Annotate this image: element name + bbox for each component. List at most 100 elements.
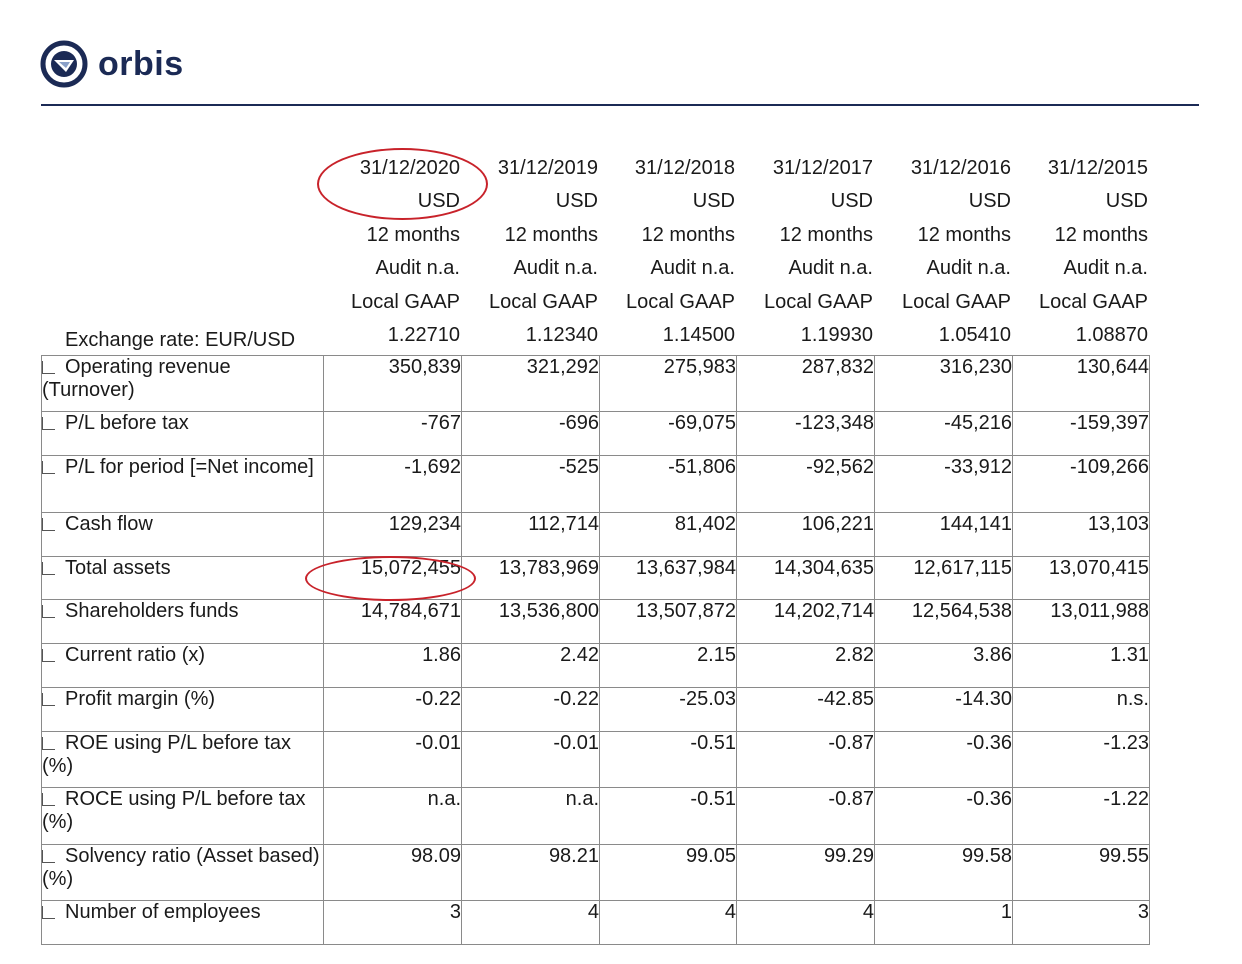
table-row: Current ratio (x) 1.86 2.42 2.15 2.82 3.… (41, 643, 1150, 688)
cell-value: 99.58 (874, 844, 1013, 901)
header-currency: USD (555, 190, 598, 212)
header-exchange-rate: 1.14500 (662, 324, 735, 346)
table-row: Profit margin (%) -0.22 -0.22 -25.03 -42… (41, 687, 1150, 732)
sub-item-corner-icon (42, 605, 55, 618)
cell-value: -0.87 (736, 787, 875, 845)
cell-value: 275,983 (599, 355, 737, 412)
cell-value: -42.85 (736, 687, 875, 732)
cell-value: 14,304,635 (736, 556, 875, 600)
row-label: P/L before tax (41, 411, 324, 456)
cell-value: -1,692 (323, 455, 462, 513)
sub-item-corner-icon (42, 793, 55, 806)
cell-value: -51,806 (599, 455, 737, 513)
cell-value: 13,011,988 (1012, 599, 1150, 644)
cell-value: -696 (461, 411, 600, 456)
header-accounting: Local GAAP (489, 291, 598, 313)
header-period: 12 months (366, 224, 460, 246)
cell-value: -14.30 (874, 687, 1013, 732)
row-label: P/L for period [=Net income] (41, 455, 324, 513)
row-label: Solvency ratio (Asset based) (%) (41, 844, 324, 901)
cell-value: 12,617,115 (874, 556, 1013, 600)
sub-item-corner-icon (42, 693, 55, 706)
table-row: ROE using P/L before tax (%) -0.01 -0.01… (41, 731, 1150, 788)
cell-value: n.s. (1012, 687, 1150, 732)
header-divider (41, 104, 1199, 106)
cell-value: n.a. (323, 787, 462, 845)
cell-value: 12,564,538 (874, 599, 1013, 644)
cell-value: 287,832 (736, 355, 875, 412)
sub-item-corner-icon (42, 649, 55, 662)
header-accounting: Local GAAP (902, 291, 1011, 313)
cell-value: 13,536,800 (461, 599, 600, 644)
table-row: Cash flow 129,234 112,714 81,402 106,221… (41, 512, 1150, 557)
brand-name: orbis (98, 44, 184, 83)
header-exchange-rate: 1.08870 (1075, 324, 1148, 346)
row-label: Current ratio (x) (41, 643, 324, 688)
header-audit: Audit n.a. (1063, 257, 1148, 279)
row-label: Cash flow (41, 512, 324, 557)
row-label: Total assets (41, 556, 324, 600)
exchange-rate-label: Exchange rate: EUR/USD (65, 329, 296, 351)
cell-value: 1.31 (1012, 643, 1150, 688)
cell-value: -25.03 (599, 687, 737, 732)
sub-item-corner-icon (42, 361, 55, 374)
cell-value: 3 (323, 900, 462, 945)
table-row: P/L for period [=Net income] -1,692 -525… (41, 455, 1150, 513)
header-exchange-rate: 1.22710 (387, 324, 460, 346)
cell-value: -0.22 (323, 687, 462, 732)
header-accounting: Local GAAP (764, 291, 873, 313)
cell-value: 13,103 (1012, 512, 1150, 557)
cell-value: -0.51 (599, 731, 737, 788)
header-currency: USD (1105, 190, 1148, 212)
cell-value: 14,784,671 (323, 599, 462, 644)
header-currency: USD (968, 190, 1011, 212)
cell-value: 106,221 (736, 512, 875, 557)
cell-value: -123,348 (736, 411, 875, 456)
header-audit: Audit n.a. (650, 257, 735, 279)
header-exchange-rate: 1.12340 (525, 324, 598, 346)
row-label: ROCE using P/L before tax (%) (41, 787, 324, 845)
table-row: ROCE using P/L before tax (%) n.a. n.a. … (41, 787, 1150, 845)
cell-value: 99.55 (1012, 844, 1150, 901)
cell-value: 3 (1012, 900, 1150, 945)
sub-item-corner-icon (42, 737, 55, 750)
cell-value: 1 (874, 900, 1013, 945)
cell-value: 321,292 (461, 355, 600, 412)
header-period: 12 months (917, 224, 1011, 246)
header-audit: Audit n.a. (926, 257, 1011, 279)
cell-value: -0.01 (461, 731, 600, 788)
header-accounting: Local GAAP (1039, 291, 1148, 313)
cell-value: 13,783,969 (461, 556, 600, 600)
cell-value: -0.87 (736, 731, 875, 788)
cell-value: -33,912 (874, 455, 1013, 513)
annotation-ellipse-total-assets (305, 556, 476, 601)
cell-value: -0.22 (461, 687, 600, 732)
table-row: P/L before tax -767 -696 -69,075 -123,34… (41, 411, 1150, 456)
header-period: 12 months (641, 224, 735, 246)
cell-value: -69,075 (599, 411, 737, 456)
cell-value: 130,644 (1012, 355, 1150, 412)
cell-value: 3.86 (874, 643, 1013, 688)
header-audit: Audit n.a. (788, 257, 873, 279)
header-exchange-rate: 1.19930 (800, 324, 873, 346)
cell-value: 144,141 (874, 512, 1013, 557)
cell-value: 1.86 (323, 643, 462, 688)
header-date: 31/12/2019 (497, 157, 598, 179)
table-row: Number of employees 3 4 4 4 1 3 (41, 900, 1150, 945)
header-date: 31/12/2017 (772, 157, 873, 179)
cell-value: 129,234 (323, 512, 462, 557)
cell-value: -1.22 (1012, 787, 1150, 845)
cell-value: 4 (461, 900, 600, 945)
sub-item-corner-icon (42, 518, 55, 531)
header-period: 12 months (779, 224, 873, 246)
header-accounting: Local GAAP (626, 291, 735, 313)
cell-value: -0.51 (599, 787, 737, 845)
row-label: Number of employees (41, 900, 324, 945)
cell-value: -1.23 (1012, 731, 1150, 788)
header-audit: Audit n.a. (513, 257, 598, 279)
table-row: Solvency ratio (Asset based) (%) 98.09 9… (41, 844, 1150, 901)
cell-value: -45,216 (874, 411, 1013, 456)
header-audit: Audit n.a. (375, 257, 460, 279)
cell-value: 4 (599, 900, 737, 945)
cell-value: 2.42 (461, 643, 600, 688)
